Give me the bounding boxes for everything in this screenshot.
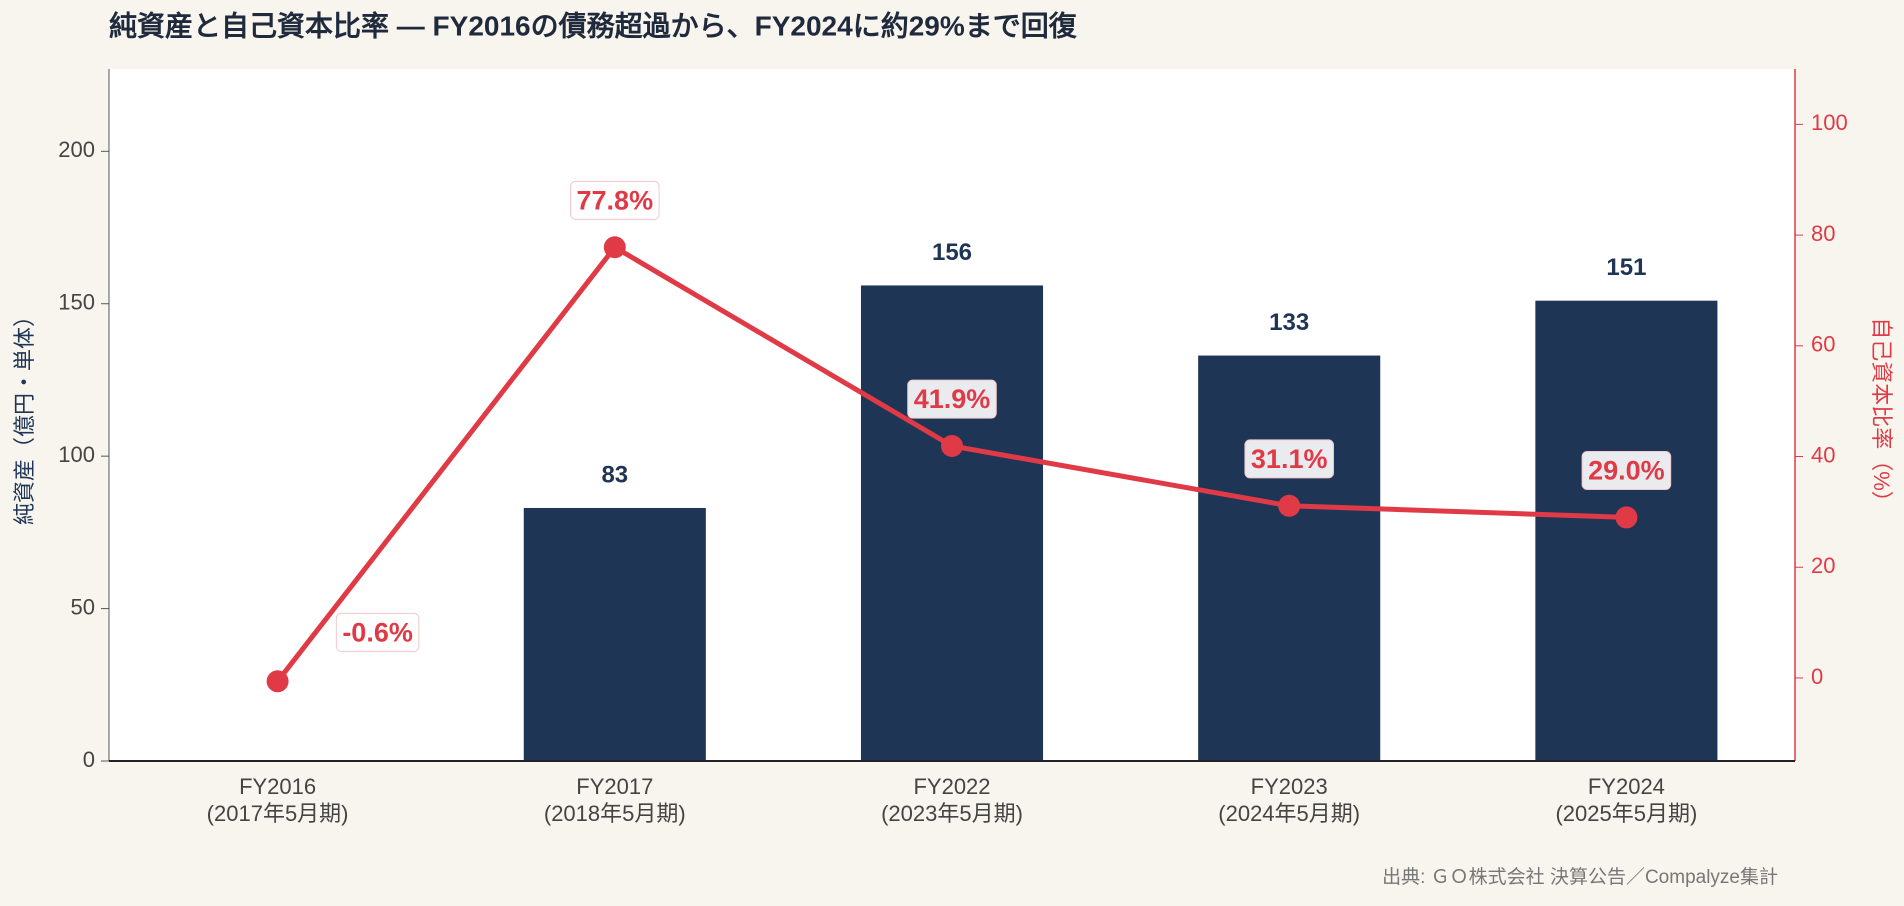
- y2-tick-label: 60: [1811, 332, 1835, 357]
- x-tick-label: FY2024: [1588, 774, 1665, 799]
- line-value-label: 29.0%: [1588, 456, 1665, 486]
- bar: [1535, 300, 1718, 761]
- source: 出典: ＧＯ株式会社 決算公告／Compalyze集計: [1382, 866, 1778, 888]
- line-point: [1278, 494, 1301, 517]
- line-point: [603, 236, 626, 259]
- line-value-label: 31.1%: [1251, 444, 1328, 474]
- bar: [860, 285, 1044, 761]
- y2-tick-label: 0: [1811, 664, 1823, 689]
- line-value-label: 77.8%: [577, 185, 654, 215]
- y-tick-label: 150: [58, 290, 95, 315]
- x-tick-sublabel: (2024年5月期): [1218, 801, 1360, 826]
- bar: [1198, 355, 1381, 761]
- x-tick-label: FY2016: [239, 774, 316, 799]
- line-point: [266, 670, 289, 693]
- value-label-box: [1581, 451, 1672, 491]
- y-tick-label: 50: [71, 594, 95, 619]
- y2-tick-label: 100: [1811, 110, 1848, 135]
- bar: [523, 507, 706, 761]
- x-tick-sublabel: (2018年5月期): [544, 801, 686, 826]
- y-tick-label: 200: [58, 137, 95, 162]
- y2-axis-label: 自己資本比率（%）: [1869, 317, 1894, 513]
- value-label-box: [1244, 439, 1334, 479]
- line-point: [1615, 506, 1638, 529]
- y2-tick-label: 80: [1811, 221, 1835, 246]
- line-value-label: -0.6%: [342, 617, 413, 647]
- x-tick-label: FY2022: [913, 774, 990, 799]
- x-tick-label: FY2023: [1251, 774, 1328, 799]
- line-point: [941, 435, 963, 458]
- x-tick-sublabel: (2017年5月期): [207, 801, 349, 826]
- x-tick-label: FY2017: [576, 774, 653, 799]
- y-tick-label: 0: [83, 747, 95, 772]
- value-label-box: [907, 379, 997, 419]
- chart-title: 純資産と自己資本比率 ― FY2016の債務超過から、FY2024に約29%まで…: [109, 9, 1078, 41]
- bar-value-label: 156: [932, 239, 972, 266]
- line-value-label: 41.9%: [914, 384, 991, 414]
- y2-tick-label: 20: [1811, 553, 1835, 578]
- bar-value-label: 83: [601, 461, 628, 488]
- bar-value-label: 151: [1606, 254, 1646, 281]
- y-tick-label: 100: [58, 442, 95, 467]
- value-label-box: [335, 612, 420, 652]
- x-tick-sublabel: (2023年5月期): [881, 801, 1023, 826]
- y-axis-label: 純資産（億円・単体）: [12, 305, 37, 525]
- bar-value-label: 133: [1269, 309, 1309, 336]
- x-tick-sublabel: (2025年5月期): [1555, 801, 1697, 826]
- value-label-box: [570, 180, 660, 220]
- y2-tick-label: 40: [1811, 442, 1835, 467]
